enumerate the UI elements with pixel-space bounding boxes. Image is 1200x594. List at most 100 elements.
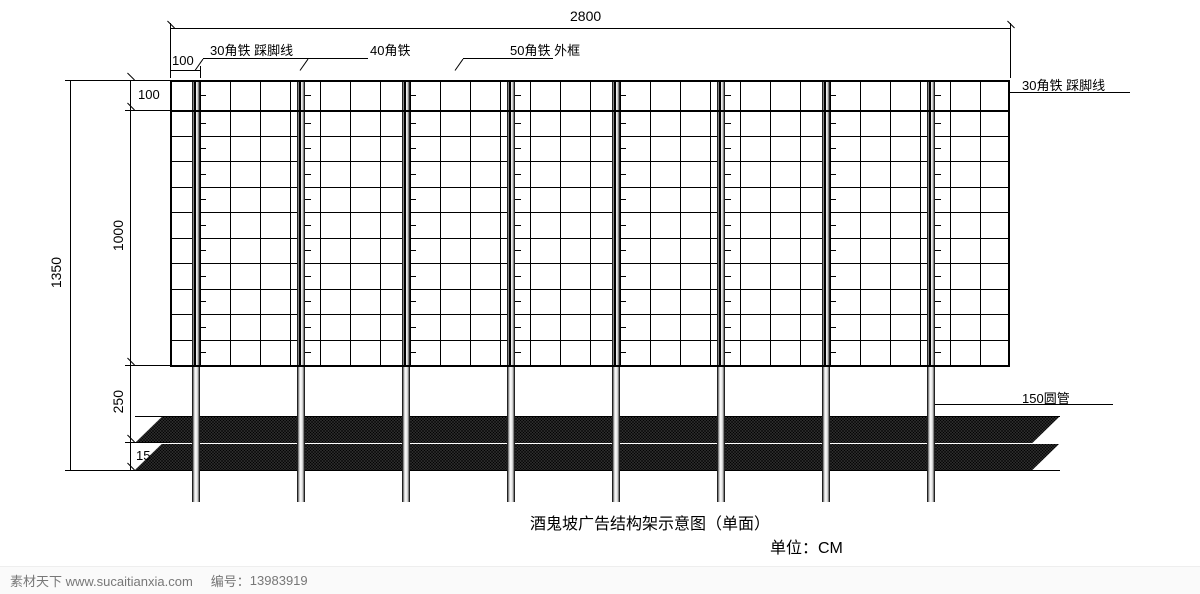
dash [410, 250, 416, 251]
dash [200, 225, 206, 226]
dash [725, 276, 731, 277]
grid-vline [800, 80, 801, 365]
dash [935, 276, 941, 277]
dash [830, 174, 836, 175]
dim-ext [125, 110, 170, 111]
dash [410, 327, 416, 328]
dash [725, 225, 731, 226]
dash [200, 250, 206, 251]
dash [725, 95, 731, 96]
frame-vpost-2 [404, 80, 406, 365]
dash [935, 199, 941, 200]
grid-vline [890, 80, 891, 365]
grid-hline [170, 187, 1010, 188]
grid-vline [560, 80, 561, 365]
dash [410, 276, 416, 277]
dash [620, 276, 626, 277]
callout-50: 50角铁 外框 [510, 40, 580, 59]
grid-vline [290, 80, 291, 365]
dim-ext [125, 365, 170, 366]
dash [935, 352, 941, 353]
leader-30a [195, 59, 204, 71]
dash [935, 95, 941, 96]
dash [830, 199, 836, 200]
grid-vline [350, 80, 351, 365]
dash [305, 174, 311, 175]
dash [200, 199, 206, 200]
grid-hline [170, 289, 1010, 290]
dash [725, 301, 731, 302]
callout-30r: 30角铁 踩脚线 [1022, 75, 1105, 94]
dash [935, 174, 941, 175]
frame-vpost-4 [614, 80, 616, 365]
dash [515, 276, 521, 277]
dim-inner-line [130, 80, 131, 470]
dash [725, 174, 731, 175]
frame-right [1008, 80, 1010, 365]
dim-top-ext-r [1010, 23, 1011, 78]
dim-total-width: 2800 [570, 8, 601, 24]
dim-col1-label: 100 [172, 53, 194, 68]
dash [200, 327, 206, 328]
ground-top-line [135, 416, 1060, 417]
dash [200, 174, 206, 175]
dash [830, 225, 836, 226]
dim-ext [125, 80, 170, 81]
dash [410, 352, 416, 353]
dash [620, 327, 626, 328]
dash [515, 123, 521, 124]
dash [935, 225, 941, 226]
leader-40b [308, 58, 368, 59]
dash [620, 123, 626, 124]
dash [305, 123, 311, 124]
dash [725, 123, 731, 124]
grid-vline [710, 80, 711, 365]
frame-vpost-5 [719, 80, 721, 365]
grid-vline [770, 80, 771, 365]
dash [200, 95, 206, 96]
dash [515, 327, 521, 328]
ground-bot-line [135, 470, 1060, 471]
dim-col1-ext [200, 66, 201, 78]
dash [725, 250, 731, 251]
dash [410, 199, 416, 200]
dash [620, 174, 626, 175]
dash [725, 199, 731, 200]
dash [305, 276, 311, 277]
dash [305, 352, 311, 353]
dash [410, 225, 416, 226]
dash [725, 352, 731, 353]
grid-vline [650, 80, 651, 365]
dim-col1-ext [170, 66, 171, 78]
dash [200, 148, 206, 149]
dim-1350-line [70, 80, 71, 470]
grid-vline [470, 80, 471, 365]
dash [620, 250, 626, 251]
grid-hline [170, 263, 1010, 264]
dash [515, 148, 521, 149]
footer-site: 素材天下 www.sucaitianxia.com [10, 571, 193, 590]
frame-topbar [170, 110, 1010, 112]
dash [830, 327, 836, 328]
dash [830, 276, 836, 277]
dash [620, 95, 626, 96]
dash [515, 250, 521, 251]
dash [515, 301, 521, 302]
dash [305, 199, 311, 200]
dash [200, 123, 206, 124]
frame-vpost-7 [929, 80, 931, 365]
grid-hline [170, 212, 1010, 213]
dash [305, 327, 311, 328]
leader-40a [300, 59, 309, 71]
frame-left [170, 80, 172, 365]
dash [935, 327, 941, 328]
grid-vline [920, 80, 921, 365]
frame-vpost-3 [509, 80, 511, 365]
dim-top-line [170, 28, 1010, 29]
grid-hline [170, 238, 1010, 239]
callout-150: 150圆管 [1022, 388, 1070, 407]
grid-hline [170, 136, 1010, 137]
grid-vline [980, 80, 981, 365]
dash [200, 276, 206, 277]
grid-vline [380, 80, 381, 365]
